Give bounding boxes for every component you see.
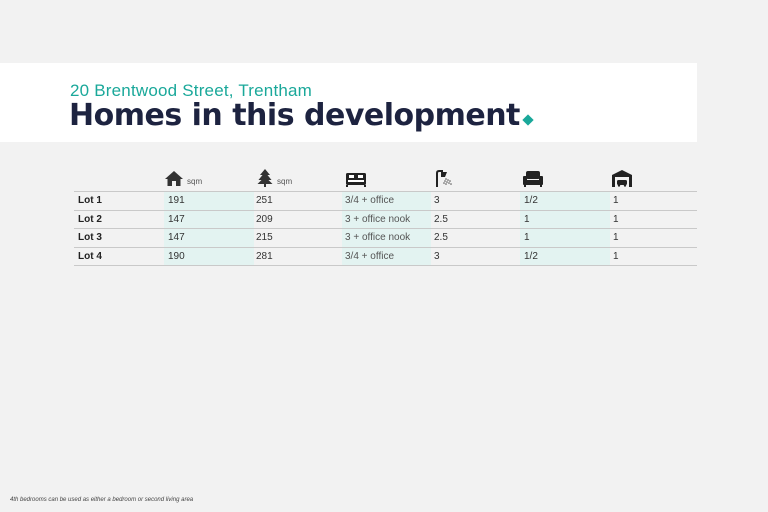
garages: 1 [613,250,619,262]
bathrooms: 3 [434,250,440,262]
table-row: Lot 4 190 281 3/4 + office 3 1/2 1 [74,246,697,266]
table-row: Lot 3 147 215 3 + office nook 2.5 1 1 [74,228,697,247]
address-subtitle: 20 Brentwood Street, Trentham [70,81,313,100]
bathrooms: 2.5 [434,232,448,243]
living-areas: 1 [520,210,610,228]
lots-table: sqm sqm Lot 1 191 251 3/4 + office 3 1/2… [74,164,697,266]
land-size-header: sqm [256,168,292,187]
title-accent-dot [522,114,534,126]
garages: 1 [613,213,619,225]
living-areas-header [522,170,544,187]
icon-header-row: sqm sqm [74,164,697,191]
garages: 1 [613,195,619,206]
bed-icon [346,173,366,187]
land-size: 209 [256,213,273,225]
lot-name: Lot 3 [78,232,102,243]
bathrooms-header [433,169,455,187]
house-icon [165,171,183,186]
header-banner: 20 Brentwood Street, Trentham Homes in t… [0,63,697,142]
house-size-header: sqm [164,170,202,187]
garage-icon [612,170,632,187]
bedrooms: 3 + office nook [342,229,431,247]
living-areas: 1/2 [520,247,610,265]
table-row: Lot 2 147 209 3 + office nook 2.5 1 1 [74,209,697,228]
lot-name: Lot 2 [78,213,102,225]
house-size: 191 [164,192,254,210]
house-unit-label: sqm [187,177,203,186]
land-size: 281 [256,250,273,262]
bathrooms: 2.5 [434,213,448,225]
bedrooms: 3/4 + office [342,247,431,265]
bedrooms-header [345,171,367,187]
house-size: 190 [164,247,254,265]
footnote: 4th bedrooms can be used as either a bed… [10,497,194,503]
living-areas: 1/2 [520,192,610,210]
living-areas: 1 [520,229,610,247]
shower-icon [436,170,452,187]
bedrooms: 3/4 + office [342,192,431,210]
lot-name: Lot 4 [78,250,102,262]
house-size: 147 [164,210,254,228]
table-row: Lot 1 191 251 3/4 + office 3 1/2 1 [74,191,697,210]
land-size: 251 [256,195,273,206]
armchair-icon [523,171,543,187]
house-size: 147 [164,229,254,247]
page-title-text: Homes in this development [69,98,520,133]
page-title: Homes in this development [69,98,534,133]
land-unit-label: sqm [277,177,293,186]
garages: 1 [613,232,619,243]
garage-header [611,169,633,187]
lot-name: Lot 1 [78,195,102,206]
land-size: 215 [256,232,273,243]
bathrooms: 3 [434,195,440,206]
tree-icon [257,169,273,187]
bedrooms: 3 + office nook [342,210,431,228]
